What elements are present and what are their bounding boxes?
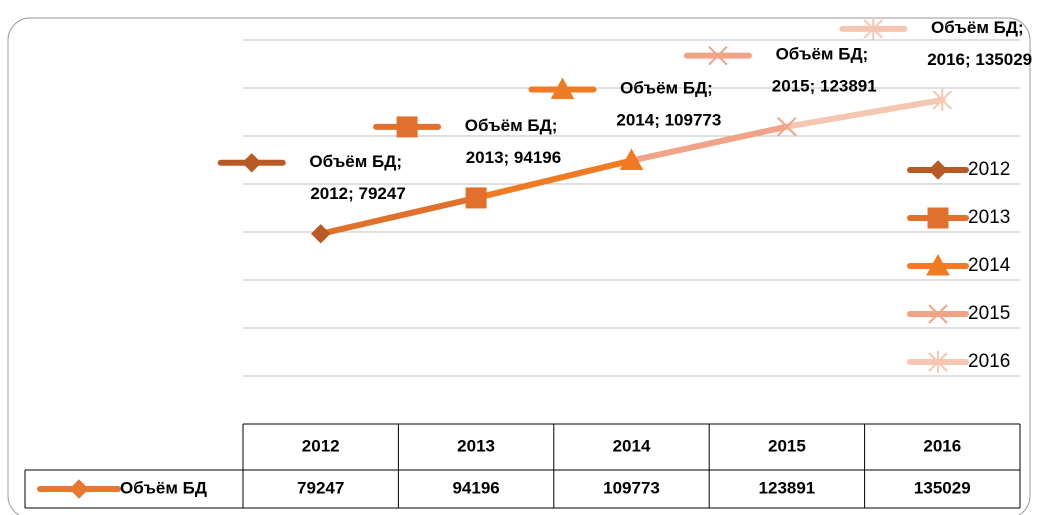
data-label: Объём БД; 2012; 79247 — [306, 152, 406, 203]
table-value: 135029 — [914, 478, 971, 497]
legend-key-marker — [926, 253, 950, 276]
point-marker — [777, 116, 797, 137]
data-label: Объём БД; 2014; 109773 — [612, 79, 722, 130]
legend-label: 2012 — [968, 159, 1010, 180]
point-marker — [465, 187, 487, 209]
table-value: 123891 — [759, 478, 816, 497]
data-label-key-marker — [708, 45, 728, 66]
line-segment — [783, 96, 946, 130]
table-header: 2012 — [302, 436, 340, 455]
legend-label: 2013 — [968, 207, 1010, 228]
table-value: 79247 — [297, 478, 344, 497]
table-header: 2015 — [768, 436, 806, 455]
line-segment — [317, 194, 480, 237]
table-key-marker — [69, 479, 89, 499]
point-marker — [310, 224, 331, 244]
table-value: 109773 — [603, 478, 660, 497]
table-grid — [24, 423, 1021, 509]
table-header: 2016 — [923, 436, 961, 455]
data-label: Объём БД; 2013; 94196 — [461, 116, 561, 167]
line-segment — [628, 123, 790, 164]
table-header: 2014 — [613, 436, 651, 455]
chart-border — [7, 17, 1031, 515]
table-header: 2013 — [457, 436, 495, 455]
legend-key-marker — [928, 160, 948, 180]
legend-label: 2015 — [968, 303, 1010, 324]
legend-key-marker — [928, 304, 948, 324]
point-marker — [619, 148, 644, 171]
point-marker — [932, 88, 953, 111]
data-label: Объём БД; 2015; 123891 — [767, 45, 877, 96]
data-label-key-marker — [241, 153, 262, 173]
line-segment — [473, 157, 635, 201]
legend-label: 2014 — [968, 255, 1011, 276]
data-label-key-marker — [550, 77, 575, 100]
legend-key-marker — [927, 207, 949, 229]
table-series-name: Объём БД — [120, 478, 207, 497]
legend-label: 2016 — [968, 351, 1010, 372]
legend-key-marker — [928, 351, 948, 373]
data-label-key-marker — [396, 116, 418, 138]
data-label-key-marker — [863, 17, 884, 40]
table-value: 94196 — [452, 478, 499, 497]
data-label: Объём БД; 2016; 135029 — [922, 18, 1032, 69]
